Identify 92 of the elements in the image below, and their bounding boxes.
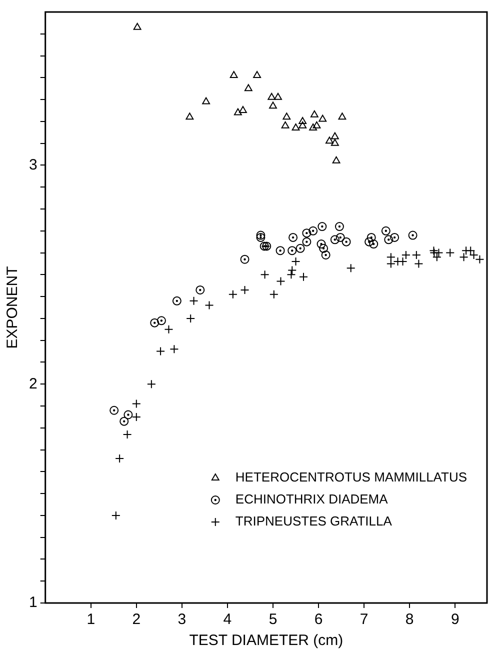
point <box>230 70 238 78</box>
point <box>172 296 182 306</box>
point <box>156 316 166 326</box>
point <box>346 264 356 273</box>
point <box>228 290 238 299</box>
point <box>156 346 166 356</box>
point <box>276 276 286 286</box>
point <box>288 266 297 275</box>
point <box>164 324 174 334</box>
point <box>244 84 252 92</box>
point <box>338 112 346 120</box>
point <box>120 416 129 426</box>
point <box>446 248 455 258</box>
point <box>269 102 277 109</box>
point <box>240 254 250 264</box>
point <box>325 136 334 144</box>
point <box>202 97 210 104</box>
point <box>253 70 262 78</box>
x-tick-label: 6 <box>314 611 323 628</box>
point <box>298 121 307 128</box>
point <box>204 300 214 310</box>
point <box>386 259 396 268</box>
point <box>336 232 345 242</box>
point <box>288 246 297 256</box>
point <box>298 116 307 124</box>
point <box>310 110 318 118</box>
point <box>342 237 351 246</box>
x-tick-label: 2 <box>132 611 141 628</box>
point <box>390 232 400 242</box>
point <box>459 252 468 262</box>
point <box>308 226 318 236</box>
point <box>369 240 378 249</box>
point <box>408 230 418 240</box>
y-tick-label: 1 <box>29 594 38 612</box>
point <box>274 92 282 100</box>
point <box>321 250 330 260</box>
x-tick-label: 3 <box>178 611 186 628</box>
point <box>312 121 321 128</box>
point <box>238 106 247 113</box>
point <box>330 138 339 146</box>
point <box>384 235 394 244</box>
point <box>110 406 119 415</box>
legend-label: TRIPNEUSTES GRATILLA <box>235 514 392 529</box>
point <box>302 237 312 246</box>
point <box>318 222 327 232</box>
point <box>170 344 179 354</box>
point <box>234 108 242 116</box>
point <box>124 410 133 420</box>
point <box>332 156 340 164</box>
x-tick-label: 1 <box>86 611 96 628</box>
x-tick-label: 9 <box>450 611 460 628</box>
point <box>256 230 266 240</box>
x-axis-title: TEST DIAMETER (cm) <box>189 632 344 650</box>
y-tick-label: 3 <box>29 156 38 174</box>
point <box>319 244 328 253</box>
point <box>316 240 326 249</box>
point <box>186 112 194 120</box>
point <box>364 237 374 246</box>
point <box>146 380 156 389</box>
x-tick-label: 7 <box>360 611 368 628</box>
point <box>189 296 198 306</box>
point <box>296 244 305 253</box>
x-tick-label: 5 <box>268 611 278 628</box>
y-axis-title: EXPONENT <box>4 266 22 349</box>
point <box>132 399 141 408</box>
point <box>330 132 339 140</box>
point <box>281 121 290 128</box>
point <box>269 290 278 299</box>
point <box>260 270 270 280</box>
point <box>150 318 160 328</box>
point <box>286 270 296 280</box>
x-tick-label: 8 <box>405 611 414 628</box>
y-tick-label: 2 <box>29 375 38 392</box>
point <box>318 114 327 122</box>
point <box>133 22 142 30</box>
legend-label: ECHINOTHRIX DIADEMA <box>235 492 388 507</box>
point <box>196 285 205 294</box>
point <box>282 112 291 120</box>
point <box>276 246 285 256</box>
point <box>256 232 266 242</box>
point <box>381 226 390 236</box>
point <box>268 92 276 100</box>
point <box>302 228 312 238</box>
point <box>334 222 344 232</box>
point <box>292 124 300 131</box>
x-tick-label: 4 <box>223 611 232 628</box>
point <box>414 259 424 268</box>
point <box>366 232 376 242</box>
point <box>288 232 298 242</box>
point <box>309 124 318 131</box>
point <box>330 235 340 244</box>
legend-label: HETEROCENTROTUS MAMMILLATUS <box>235 470 468 485</box>
